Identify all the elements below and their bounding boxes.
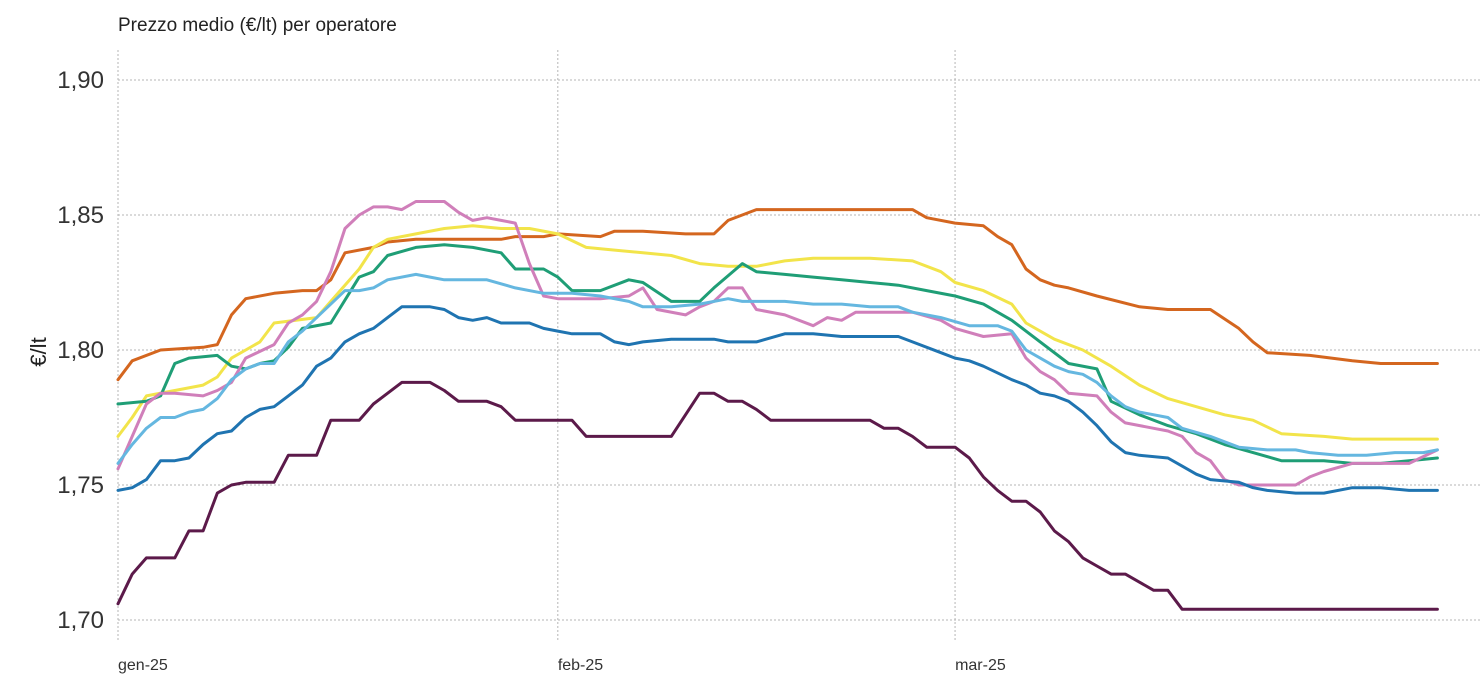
x-tick-label: feb-25 bbox=[558, 657, 603, 674]
series-line-3 bbox=[116, 243, 1439, 465]
x-tick-label: gen-25 bbox=[118, 657, 168, 674]
y-tick-label: 1,80 bbox=[57, 337, 104, 364]
y-axis-label: €/lt bbox=[26, 337, 51, 366]
y-axis-ticks: 1,70 1,75 1,80 1,85 1,90 bbox=[57, 67, 104, 634]
series-line-4 bbox=[116, 200, 1439, 487]
series-line-2 bbox=[116, 224, 1439, 441]
series-line-6 bbox=[116, 305, 1439, 495]
x-axis-ticks: gen-25 feb-25 mar-25 bbox=[118, 657, 1006, 674]
series-lines bbox=[116, 200, 1439, 611]
series-line-7 bbox=[116, 380, 1439, 611]
grid bbox=[117, 50, 1480, 642]
chart-title: Prezzo medio (€/lt) per operatore bbox=[118, 15, 397, 36]
y-tick-label: 1,85 bbox=[57, 202, 104, 229]
x-tick-label: mar-25 bbox=[955, 657, 1006, 674]
series-line-1 bbox=[116, 208, 1439, 382]
y-tick-label: 1,75 bbox=[57, 472, 104, 499]
y-tick-label: 1,70 bbox=[57, 607, 104, 634]
y-tick-label: 1,90 bbox=[57, 67, 104, 94]
series-line-5 bbox=[116, 272, 1439, 465]
